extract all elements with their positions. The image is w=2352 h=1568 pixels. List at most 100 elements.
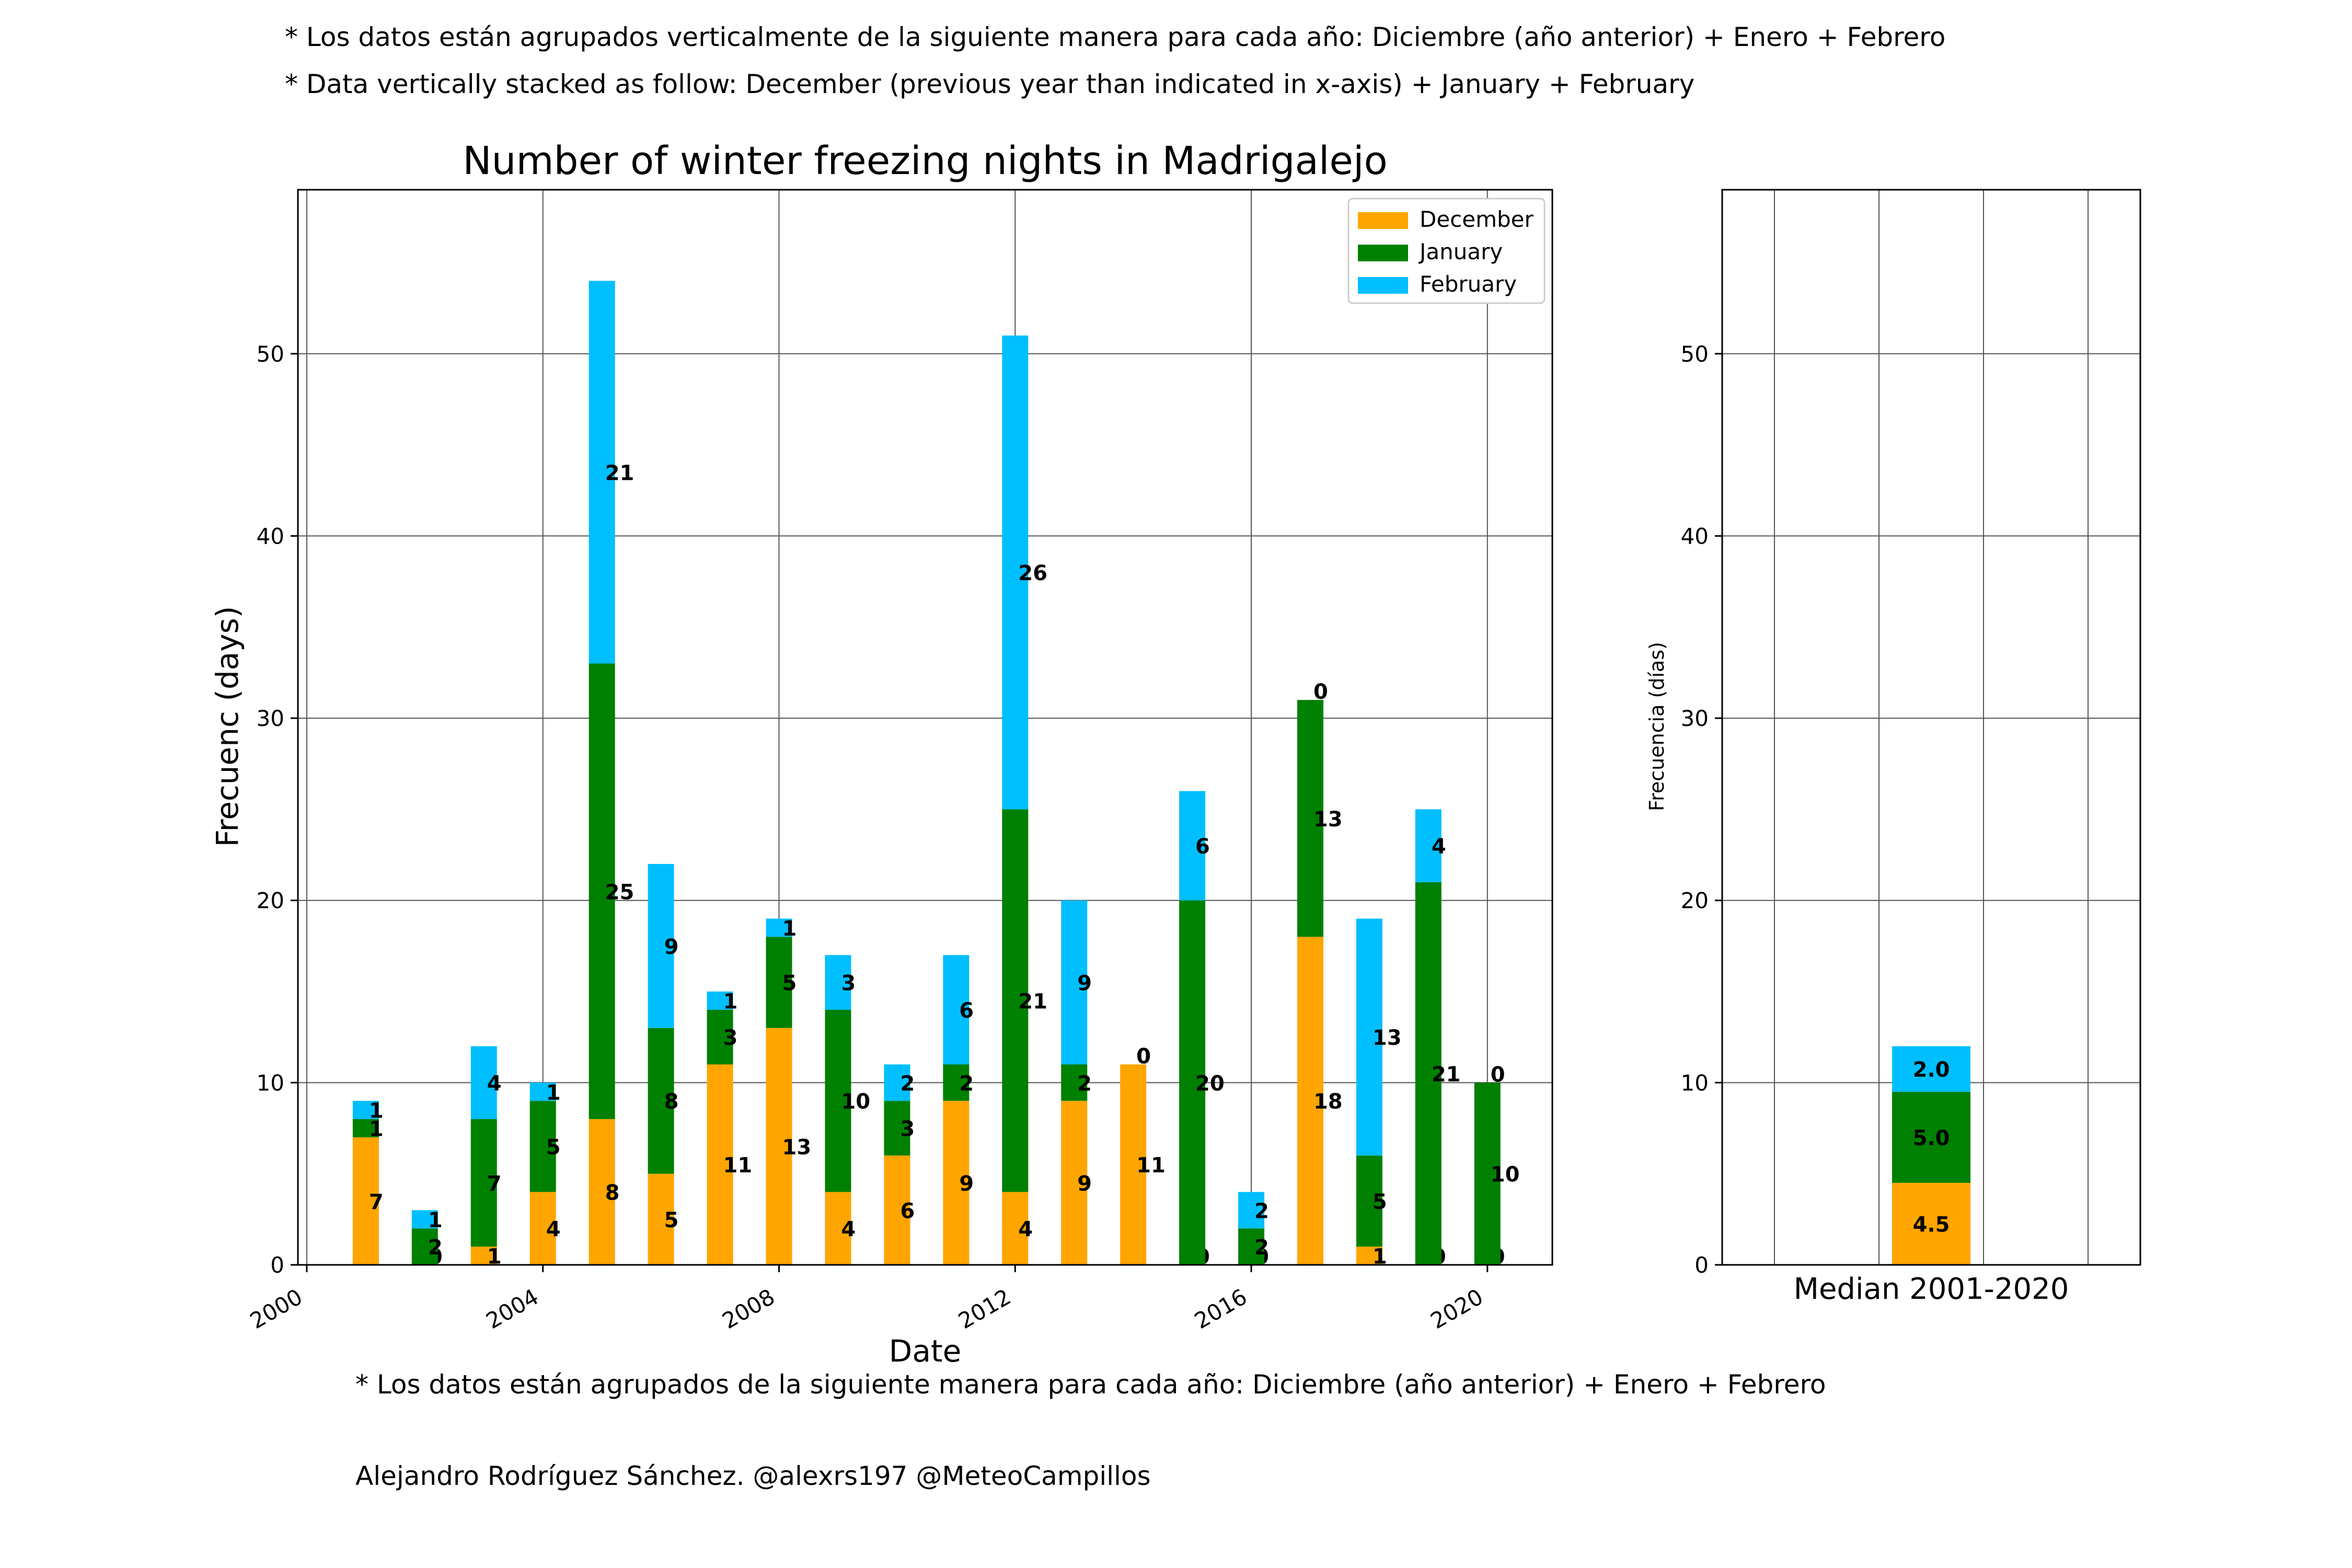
bar-january xyxy=(352,1119,379,1137)
bar-january xyxy=(825,1009,851,1192)
median-plot-frame xyxy=(1721,189,2141,1266)
bar-value-label: 5 xyxy=(1373,1190,1387,1214)
bar-value-label: 9 xyxy=(664,935,679,959)
bar-value-label: 13 xyxy=(1373,1026,1402,1050)
bar-value-label: 21 xyxy=(605,461,635,485)
bar-value-label: 7 xyxy=(487,1172,502,1196)
bar-december xyxy=(589,1119,615,1265)
bar-january xyxy=(707,1009,733,1065)
bar-value-label: 21 xyxy=(1018,989,1047,1013)
bar-value-label: 4 xyxy=(1018,1217,1033,1241)
bar-value-label: 0 xyxy=(1313,680,1328,704)
bar-value-label: 2 xyxy=(428,1236,443,1260)
bar-value-label: 10 xyxy=(841,1090,870,1114)
x-axis-label: Date xyxy=(889,1333,962,1369)
bar-value-label: 2 xyxy=(1254,1199,1269,1223)
legend-swatch-december xyxy=(1358,212,1408,229)
bar-january xyxy=(589,663,615,1120)
bar-value-label: 9 xyxy=(1077,1172,1092,1196)
bar-december xyxy=(1002,1192,1029,1265)
bar-december xyxy=(1061,1101,1088,1265)
legend-label-december: December xyxy=(1420,206,1534,232)
bar-value-label: 2 xyxy=(959,1071,974,1096)
chart-title: Number of winter freezing nights in Madr… xyxy=(463,139,1388,183)
bar-december xyxy=(1356,1247,1382,1265)
bar-value-label: 6 xyxy=(900,1199,915,1223)
bar-value-label: 1 xyxy=(369,1117,384,1142)
bar-value-label: 7 xyxy=(369,1190,384,1214)
bar-december xyxy=(529,1192,556,1265)
bar-value-label: 8 xyxy=(664,1090,679,1114)
bar-value-label: 1 xyxy=(428,1208,443,1232)
bar-value-label: 20 xyxy=(1195,1071,1225,1096)
ytick-label: 30 xyxy=(1681,706,1709,731)
bar-february xyxy=(825,955,851,1010)
bar-january xyxy=(1415,882,1442,1265)
xtick-label: 2012 xyxy=(954,1284,1015,1334)
bar-value-label: 3 xyxy=(723,1026,738,1050)
ytick-label: 0 xyxy=(270,1252,284,1278)
bar-value-label: 1 xyxy=(723,989,738,1013)
bar-february xyxy=(943,955,970,1065)
median-bar-december xyxy=(1892,1183,1970,1265)
bar-value-label: 21 xyxy=(1432,1063,1461,1087)
bar-value-label: 0 xyxy=(1136,1044,1151,1068)
bar-february xyxy=(470,1046,497,1120)
bar-value-label: 4 xyxy=(841,1217,856,1241)
bar-value-label: 4 xyxy=(487,1071,502,1096)
bar-february xyxy=(352,1101,379,1120)
note-top-es: * Los datos están agrupados verticalment… xyxy=(285,22,1946,52)
bar-december xyxy=(1120,1064,1147,1265)
bar-value-label: 2 xyxy=(1077,1071,1092,1096)
legend-label-february: February xyxy=(1420,271,1517,297)
bar-december xyxy=(707,1064,733,1265)
bar-january xyxy=(1061,1064,1088,1101)
bar-value-label: 10 xyxy=(1491,1163,1520,1187)
bar-january xyxy=(766,937,792,1028)
bar-value-label: 3 xyxy=(900,1117,915,1142)
ytick-label: 10 xyxy=(257,1070,284,1096)
ytick-label: 20 xyxy=(1681,888,1709,914)
bar-value-label: 8 xyxy=(605,1181,620,1205)
xtick-label: 2004 xyxy=(482,1284,543,1334)
bar-value-label: 13 xyxy=(1313,808,1343,832)
bar-value-label: 9 xyxy=(1077,972,1092,996)
xtick-label: 2020 xyxy=(1426,1284,1488,1334)
bar-value-label: 6 xyxy=(1195,835,1210,859)
bar-january xyxy=(1238,1228,1264,1265)
ytick-label: 50 xyxy=(1681,341,1709,367)
plot-frame xyxy=(297,189,1553,1266)
bar-february xyxy=(707,991,733,1010)
bar-february xyxy=(1061,900,1088,1065)
note-top-en: * Data vertically stacked as follow: Dec… xyxy=(285,69,1695,99)
bar-value-label: 5 xyxy=(782,972,797,996)
ytick-label: 30 xyxy=(257,706,284,731)
ytick-label: 40 xyxy=(257,523,284,549)
bar-value-label: 11 xyxy=(1136,1154,1166,1178)
bar-january xyxy=(529,1101,556,1192)
bar-value-label: 6 xyxy=(959,999,974,1023)
bar-value-label: 5 xyxy=(546,1135,561,1159)
bar-february xyxy=(648,863,674,1028)
bar-december xyxy=(766,1028,792,1265)
bar-january xyxy=(1356,1155,1382,1247)
median-y-axis-label: Frecuencia (días) xyxy=(1645,642,1668,811)
bar-january xyxy=(1002,809,1029,1192)
bar-february xyxy=(1415,809,1442,882)
bar-february xyxy=(1002,335,1029,810)
bar-value-label: 4 xyxy=(546,1217,561,1241)
bar-december xyxy=(825,1192,851,1265)
bar-value-label: 26 xyxy=(1018,561,1047,585)
bar-value-label: 5 xyxy=(664,1208,679,1232)
bar-value-label: 4 xyxy=(1432,835,1446,859)
ytick-label: 20 xyxy=(257,888,284,914)
ytick-label: 40 xyxy=(1681,523,1709,549)
bar-february xyxy=(1238,1192,1264,1229)
credit-line: Alejandro Rodríguez Sánchez. @alexrs197 … xyxy=(355,1461,1151,1491)
bar-january xyxy=(1474,1082,1501,1265)
y-axis-label: Frecuenc (days) xyxy=(210,606,245,847)
bar-value-label: 18 xyxy=(1313,1090,1343,1114)
bar-value-label: 11 xyxy=(723,1154,753,1178)
bar-january xyxy=(470,1119,497,1247)
bar-february xyxy=(411,1210,438,1229)
